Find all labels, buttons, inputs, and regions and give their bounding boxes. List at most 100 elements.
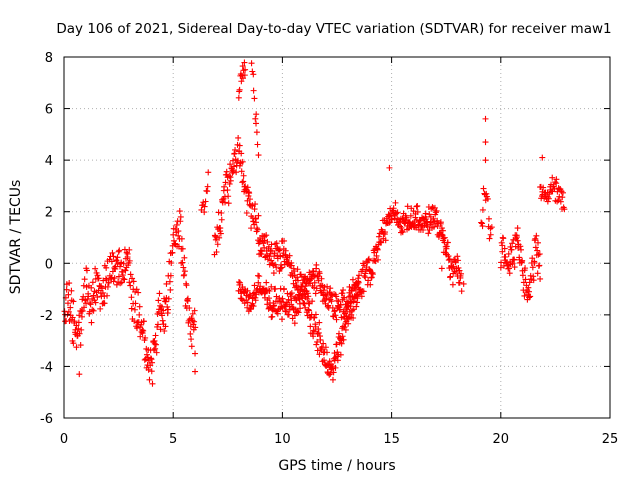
data-point	[441, 234, 448, 241]
data-point	[149, 359, 156, 366]
data-point	[283, 307, 290, 314]
y-tick-label: 4	[45, 154, 53, 169]
data-point	[268, 283, 275, 290]
data-point	[134, 325, 141, 332]
data-point	[529, 255, 536, 262]
data-point	[534, 247, 541, 254]
data-point	[113, 281, 120, 288]
data-point	[431, 204, 438, 211]
data-point	[237, 279, 244, 286]
data-point	[159, 317, 166, 324]
data-point	[111, 264, 118, 271]
data-point	[455, 264, 462, 271]
x-tick-label: 5	[169, 432, 177, 447]
data-point	[549, 174, 556, 181]
data-point	[75, 319, 82, 326]
data-point	[113, 257, 120, 264]
x-axis-label: GPS time / hours	[278, 458, 395, 474]
data-point	[297, 271, 304, 278]
data-point	[369, 271, 376, 278]
data-point	[118, 279, 125, 286]
data-point	[214, 241, 221, 248]
data-point	[230, 163, 237, 170]
data-point	[79, 307, 86, 314]
data-point	[243, 210, 250, 217]
data-point	[159, 312, 166, 319]
data-point	[506, 265, 513, 272]
data-point	[345, 299, 352, 306]
plot-frame	[63, 56, 611, 419]
data-point	[202, 198, 209, 205]
data-point	[272, 285, 279, 292]
data-point	[170, 237, 177, 244]
data-point	[157, 326, 164, 333]
data-point	[414, 202, 421, 209]
data-point	[250, 71, 257, 78]
data-point	[227, 161, 234, 168]
data-point	[364, 259, 371, 266]
data-point	[253, 129, 260, 136]
data-point	[81, 304, 88, 311]
data-point	[88, 284, 95, 291]
x-tick-label: 0	[60, 432, 68, 447]
y-tick-label: -2	[40, 309, 53, 324]
data-point	[326, 371, 333, 378]
data-point	[534, 270, 541, 277]
data-point	[130, 278, 137, 285]
data-point	[509, 240, 516, 247]
data-point	[339, 290, 346, 297]
data-point	[342, 326, 349, 333]
data-point	[484, 195, 491, 202]
data-point	[278, 264, 285, 271]
data-point	[533, 232, 540, 239]
data-point	[312, 311, 319, 318]
data-point	[222, 179, 229, 186]
x-tick-label: 20	[493, 432, 510, 447]
data-point	[500, 235, 507, 242]
data-point	[313, 341, 320, 348]
data-point	[350, 314, 357, 321]
data-point	[110, 278, 117, 285]
data-point	[188, 336, 195, 343]
data-point	[313, 285, 320, 292]
data-point	[270, 270, 277, 277]
data-point	[339, 333, 346, 340]
data-point	[337, 301, 344, 308]
data-point	[90, 292, 97, 299]
data-point	[126, 257, 133, 264]
data-point	[281, 237, 288, 244]
data-point	[294, 277, 301, 284]
data-point	[80, 293, 87, 300]
data-point	[163, 280, 170, 287]
data-point	[162, 298, 169, 305]
data-point	[233, 169, 240, 176]
data-point	[316, 319, 323, 326]
data-point	[77, 342, 84, 349]
data-point	[284, 299, 291, 306]
data-point	[320, 287, 327, 294]
data-point	[128, 305, 135, 312]
data-point	[132, 300, 139, 307]
data-point	[89, 306, 96, 313]
data-point	[497, 264, 504, 271]
data-point	[403, 214, 410, 221]
data-point	[236, 86, 243, 93]
data-point	[117, 263, 124, 270]
data-point	[316, 351, 323, 358]
data-point	[180, 264, 187, 271]
data-point	[455, 257, 462, 264]
data-point	[437, 219, 444, 226]
data-point	[305, 307, 312, 314]
data-point	[482, 115, 489, 122]
data-point	[253, 225, 260, 232]
data-point	[311, 279, 318, 286]
chart-title: Day 106 of 2021, Sidereal Day-to-day VTE…	[56, 21, 611, 37]
data-point	[507, 243, 514, 250]
data-point	[120, 275, 127, 282]
data-point	[115, 273, 122, 280]
data-point	[305, 299, 312, 306]
data-point	[527, 293, 534, 300]
data-point	[532, 244, 539, 251]
data-point	[110, 253, 117, 260]
y-tick-label: -4	[40, 360, 53, 375]
